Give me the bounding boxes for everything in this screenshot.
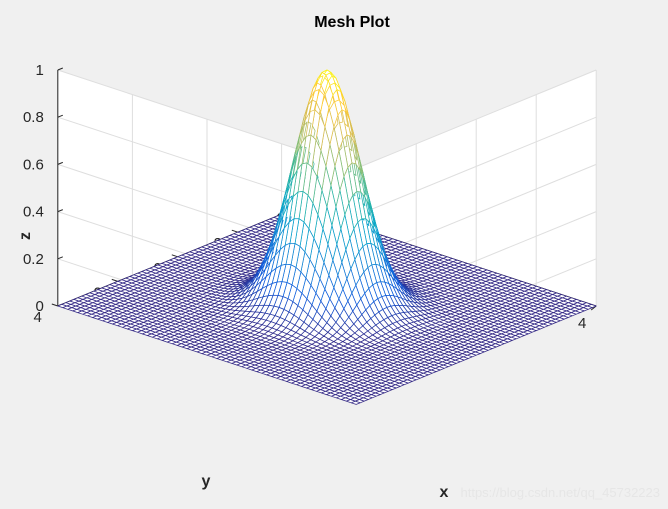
z-axis-label: z — [17, 232, 34, 240]
y-axis-label: y — [202, 473, 211, 490]
z-tick-mark — [57, 209, 63, 213]
z-tick-label: 0.8 — [23, 109, 44, 126]
z-tick-label: 0.4 — [23, 204, 44, 221]
gridline-z-side — [356, 116, 597, 217]
x-axis-label: x — [440, 484, 449, 501]
z-tick-label: 0.2 — [23, 251, 44, 268]
z-tick-label: 0.6 — [23, 156, 44, 173]
y-tick-label: 4 — [33, 309, 41, 326]
y-tick-mark — [171, 254, 178, 258]
mesh-cell — [57, 304, 68, 308]
z-tick-mark — [57, 161, 63, 165]
y-tick-mark — [51, 303, 58, 307]
z-tick-label: 1 — [35, 62, 43, 79]
mesh-surface — [57, 69, 597, 405]
chart-title: Mesh Plot — [314, 14, 390, 31]
y-tick-mark — [111, 278, 118, 282]
z-tick-mark — [57, 256, 63, 260]
z-tick-mark — [57, 114, 63, 118]
z-tick-label: 0 — [35, 298, 43, 315]
gridline-z-side — [356, 69, 597, 169]
y-tick-mark — [231, 229, 238, 233]
watermark: https://blog.csdn.net/qq_45732223 — [461, 485, 661, 500]
x-tick-label: 4 — [578, 315, 586, 332]
z-tick-mark — [57, 67, 63, 71]
